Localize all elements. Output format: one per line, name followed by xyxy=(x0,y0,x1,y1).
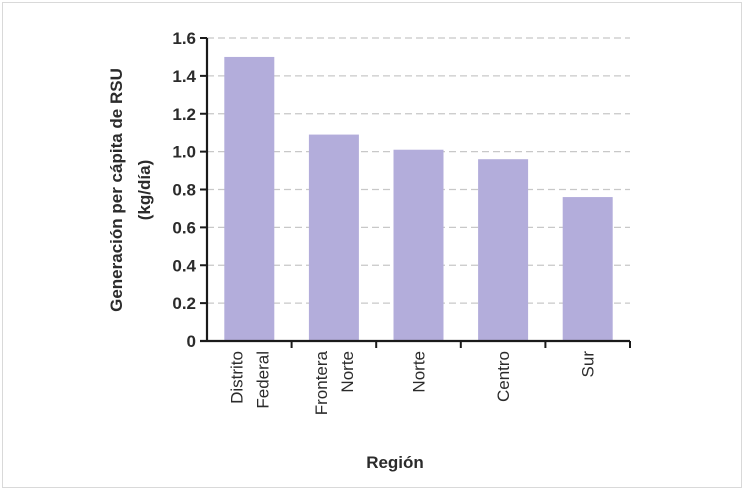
bar xyxy=(308,134,359,341)
y-tick-label: 0.6 xyxy=(172,218,196,237)
y-axis-title-line-1: Generación per cápita de RSU xyxy=(107,68,126,312)
y-tick-label: 1.2 xyxy=(172,105,196,124)
chart-frame xyxy=(2,2,742,488)
bar xyxy=(393,149,444,341)
y-axis-title-line-2: (kg/día) xyxy=(135,160,154,220)
y-tick-label: 0.4 xyxy=(172,256,196,275)
x-tick-label: Centro xyxy=(494,351,513,402)
y-tick-label: 1.0 xyxy=(172,143,196,162)
x-axis-title: Región xyxy=(366,453,424,472)
x-tick-label: Federal xyxy=(253,351,272,409)
axes xyxy=(200,37,631,348)
y-tick-label: 1.4 xyxy=(172,67,196,86)
x-tick-label: Norte xyxy=(410,351,429,393)
y-tick-labels: 0 0.2 0.4 0.6 0.8 1.0 1.2 1.4 1.6 xyxy=(172,29,196,351)
x-tick-label: Frontera xyxy=(312,350,331,415)
x-tick-label: Sur xyxy=(579,351,598,378)
y-tick-label: 0.2 xyxy=(172,294,196,313)
x-tick-label: Distrito xyxy=(227,351,246,404)
bars xyxy=(224,56,613,341)
x-tick-label: Norte xyxy=(338,351,357,393)
y-tick-label: 0 xyxy=(187,332,196,351)
bar xyxy=(478,159,529,341)
bar xyxy=(224,56,275,341)
x-tick-labels: Distrito Federal Frontera Norte Norte Centro S… xyxy=(227,350,597,415)
y-tick-label: 1.6 xyxy=(172,29,196,48)
bar xyxy=(562,197,613,341)
y-tick-label: 0.8 xyxy=(172,181,196,200)
